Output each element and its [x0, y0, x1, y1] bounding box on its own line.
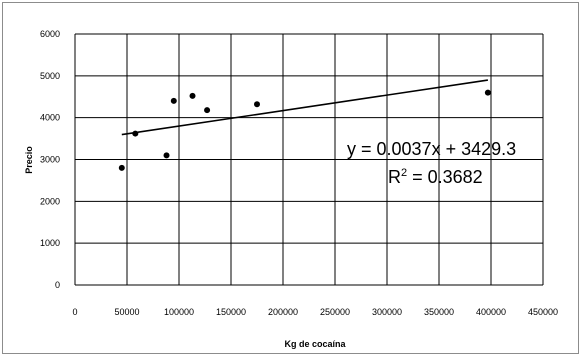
x-tick-label: 50000: [114, 307, 139, 317]
data-point: [132, 130, 139, 137]
y-tick-label: 3000: [40, 155, 60, 165]
data-point: [254, 101, 260, 108]
x-tick-label: 150000: [216, 307, 246, 317]
data-point: [118, 164, 125, 171]
x-tick-label: 350000: [424, 307, 454, 317]
data-point: [484, 89, 491, 96]
data-point: [170, 97, 177, 104]
x-tick-label: 400000: [476, 307, 506, 317]
x-tick-label: 250000: [320, 307, 350, 317]
r-squared-prefix: R: [388, 167, 401, 187]
x-axis-title: Kg de cocaína: [284, 339, 346, 349]
x-tick-label: 200000: [268, 307, 298, 317]
y-tick-label: 5000: [40, 71, 60, 81]
y-tick-label: 1000: [40, 238, 60, 248]
trendline-equation: y = 0.0037x + 3429.3: [347, 139, 516, 159]
y-axis-title: Precio: [24, 146, 34, 174]
r-squared-value: = 0.3682: [407, 167, 483, 187]
data-point: [204, 107, 211, 114]
trendline: [121, 79, 488, 136]
chart-frame: [2, 2, 579, 354]
tick-labels: 0 1000 2000 3000 4000 5000 6000 0 50000 100000 150…: [40, 29, 558, 317]
x-tick-label: 450000: [528, 307, 558, 317]
x-tick-label: 100000: [164, 307, 194, 317]
r-squared-label: R2 = 0.3682: [388, 167, 483, 187]
x-tick-label: 300000: [372, 307, 402, 317]
x-tick-label: 0: [72, 307, 77, 317]
y-tick-label: 2000: [40, 196, 60, 206]
data-point: [163, 152, 170, 159]
y-tick-label: 6000: [40, 29, 60, 39]
trendline-layer: [121, 79, 488, 136]
data-points: [118, 89, 491, 171]
y-tick-label: 4000: [40, 113, 60, 123]
r-squared-superscript: 2: [401, 167, 407, 179]
y-tick-label: 0: [55, 280, 60, 290]
grid-layer: [74, 33, 544, 286]
data-point: [189, 92, 196, 99]
